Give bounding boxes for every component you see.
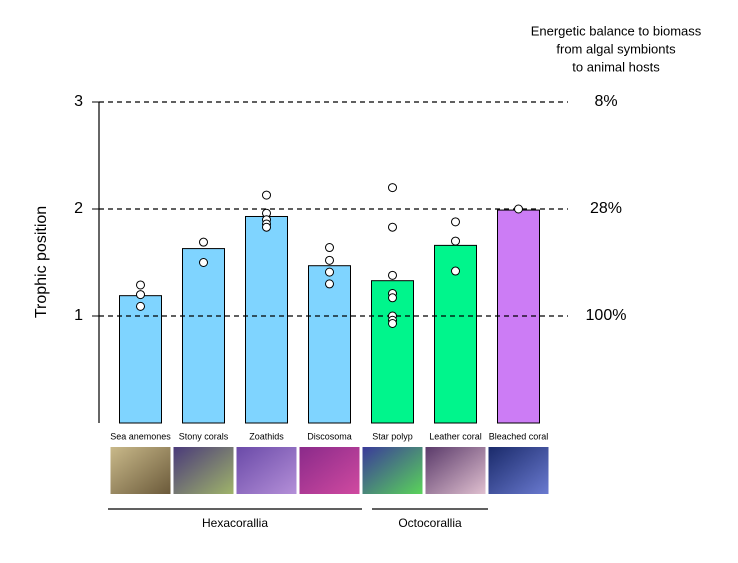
group-label: Hexacorallia [202, 516, 268, 530]
data-point [451, 217, 460, 227]
data-point [199, 258, 208, 267]
data-point [136, 290, 145, 300]
data-point [388, 293, 397, 303]
data-point [451, 266, 460, 276]
data-point [136, 280, 145, 290]
data-point [388, 318, 397, 328]
y-tick-label: 2 [74, 200, 83, 217]
coral-photo [488, 447, 549, 494]
coral-photo [110, 447, 171, 494]
data-point [325, 243, 334, 253]
y2-title: Energetic balance to biomass [531, 23, 702, 38]
data-point [199, 237, 208, 247]
coral-photo [173, 447, 234, 494]
data-point [136, 301, 145, 311]
x-tick-label: Star polyp [372, 431, 413, 441]
data-point [514, 204, 523, 214]
data-point [451, 236, 460, 246]
group-label: Octocorallia [398, 516, 462, 530]
data-point [388, 222, 397, 232]
x-tick-label: Stony corals [179, 431, 229, 441]
y-axis-label: Trophic position [33, 206, 50, 318]
y2-tick-label: 8% [594, 93, 617, 110]
x-tick-label: Zoathids [249, 431, 284, 441]
bar [182, 248, 225, 424]
data-point [262, 190, 271, 200]
data-point [388, 270, 397, 280]
bar [245, 215, 288, 424]
y2-tick-label: 100% [586, 307, 627, 324]
coral-photo [362, 447, 423, 494]
data-point [262, 222, 271, 232]
x-tick-label: Leather coral [429, 431, 482, 441]
y2-title: from algal symbionts [556, 41, 676, 56]
x-tick-label: Discosoma [307, 431, 352, 441]
data-point [388, 183, 397, 193]
y2-tick-label: 28% [590, 200, 622, 217]
data-point [325, 279, 334, 289]
y2-title: to animal hosts [572, 59, 660, 74]
bar [371, 280, 414, 424]
coral-photo [299, 447, 360, 494]
data-point [325, 267, 334, 277]
y-tick-label: 3 [74, 93, 83, 110]
y-tick-label: 1 [74, 307, 83, 324]
x-tick-label: Bleached coral [489, 431, 549, 441]
bar [308, 265, 351, 424]
coral-photo [236, 447, 297, 494]
coral-photo [425, 447, 486, 494]
data-point [325, 255, 334, 265]
x-tick-label: Sea anemones [110, 431, 171, 441]
bar [119, 295, 162, 424]
